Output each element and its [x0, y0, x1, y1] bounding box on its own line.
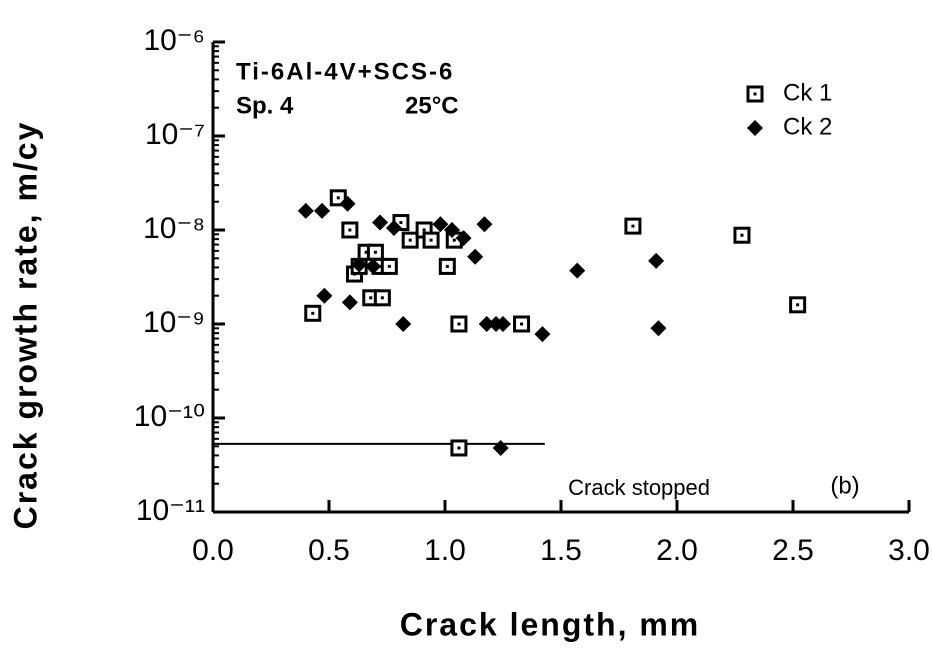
diamond-marker	[395, 316, 412, 332]
square-dot	[631, 224, 635, 228]
diamond-marker	[443, 222, 460, 238]
square-dot	[373, 250, 377, 254]
diamond-marker	[569, 262, 586, 279]
square-dot	[452, 238, 456, 242]
chart-title: Ti-6Al-4V+SCS-6	[236, 58, 454, 85]
x-tick-label: 0.5	[308, 534, 350, 567]
diamond-marker	[339, 195, 356, 212]
diamond-marker	[478, 316, 495, 332]
diamond-marker	[351, 256, 368, 273]
y-tick-label: 10⁻¹⁰	[134, 400, 205, 433]
y-tick-label: 10⁻⁸	[143, 212, 205, 245]
square-dot	[399, 221, 403, 225]
diamond-marker	[747, 120, 763, 136]
annotation: Crack stopped	[568, 475, 710, 500]
x-tick-label: 1.5	[540, 534, 582, 567]
square-dot	[380, 296, 384, 300]
square-dot	[408, 238, 412, 242]
diamond-marker	[476, 216, 493, 233]
diamond-marker	[385, 220, 402, 237]
y-tick-label: 10⁻¹¹	[136, 494, 205, 527]
diamond-marker	[648, 252, 665, 269]
diamond-marker	[534, 326, 551, 343]
square-dot	[387, 264, 391, 268]
legend-label: Ck 1	[783, 79, 832, 106]
square-dot	[364, 250, 368, 254]
y-axis-label: Crack growth rate, m/cy	[7, 121, 43, 530]
diamond-marker	[650, 320, 667, 337]
square-dot	[740, 233, 744, 237]
diamond-marker	[341, 294, 358, 311]
diamond-marker	[316, 287, 333, 304]
square-dot	[457, 446, 461, 450]
square-dot	[796, 303, 800, 307]
diamond-marker	[297, 202, 314, 219]
x-tick-label: 1.0	[424, 534, 466, 567]
y-tick-label: 10⁻⁹	[143, 306, 205, 339]
diamond-marker	[432, 216, 449, 233]
x-tick-label: 2.5	[772, 534, 814, 567]
square-dot	[422, 228, 426, 232]
square-dot	[348, 228, 352, 232]
diamond-marker	[314, 202, 331, 219]
square-dot	[311, 311, 315, 315]
square-dot	[336, 196, 340, 200]
y-tick-label: 10⁻⁶	[143, 24, 205, 57]
diamond-marker	[495, 316, 511, 332]
square-dot	[520, 322, 524, 326]
annotation: 25°C	[405, 92, 459, 119]
annotation: (b)	[830, 472, 859, 499]
x-tick-label: 0.0	[192, 534, 234, 567]
x-tick-label: 2.0	[656, 534, 698, 567]
y-tick-label: 10⁻⁷	[145, 118, 205, 151]
subtitle: Sp. 4	[236, 92, 294, 119]
legend-label: Ck 2	[783, 113, 832, 140]
x-tick-label: 3.0	[888, 534, 930, 567]
diamond-marker	[365, 258, 382, 275]
diamond-marker	[372, 214, 389, 231]
diamond-marker	[467, 248, 484, 265]
x-axis-label: Crack length, mm	[400, 606, 701, 642]
square-dot	[445, 264, 449, 268]
square-dot	[369, 296, 373, 300]
diamond-marker	[455, 230, 472, 247]
square-dot	[457, 322, 461, 326]
diamond-marker	[492, 439, 509, 456]
square-dot	[753, 92, 757, 96]
square-dot	[429, 238, 433, 242]
